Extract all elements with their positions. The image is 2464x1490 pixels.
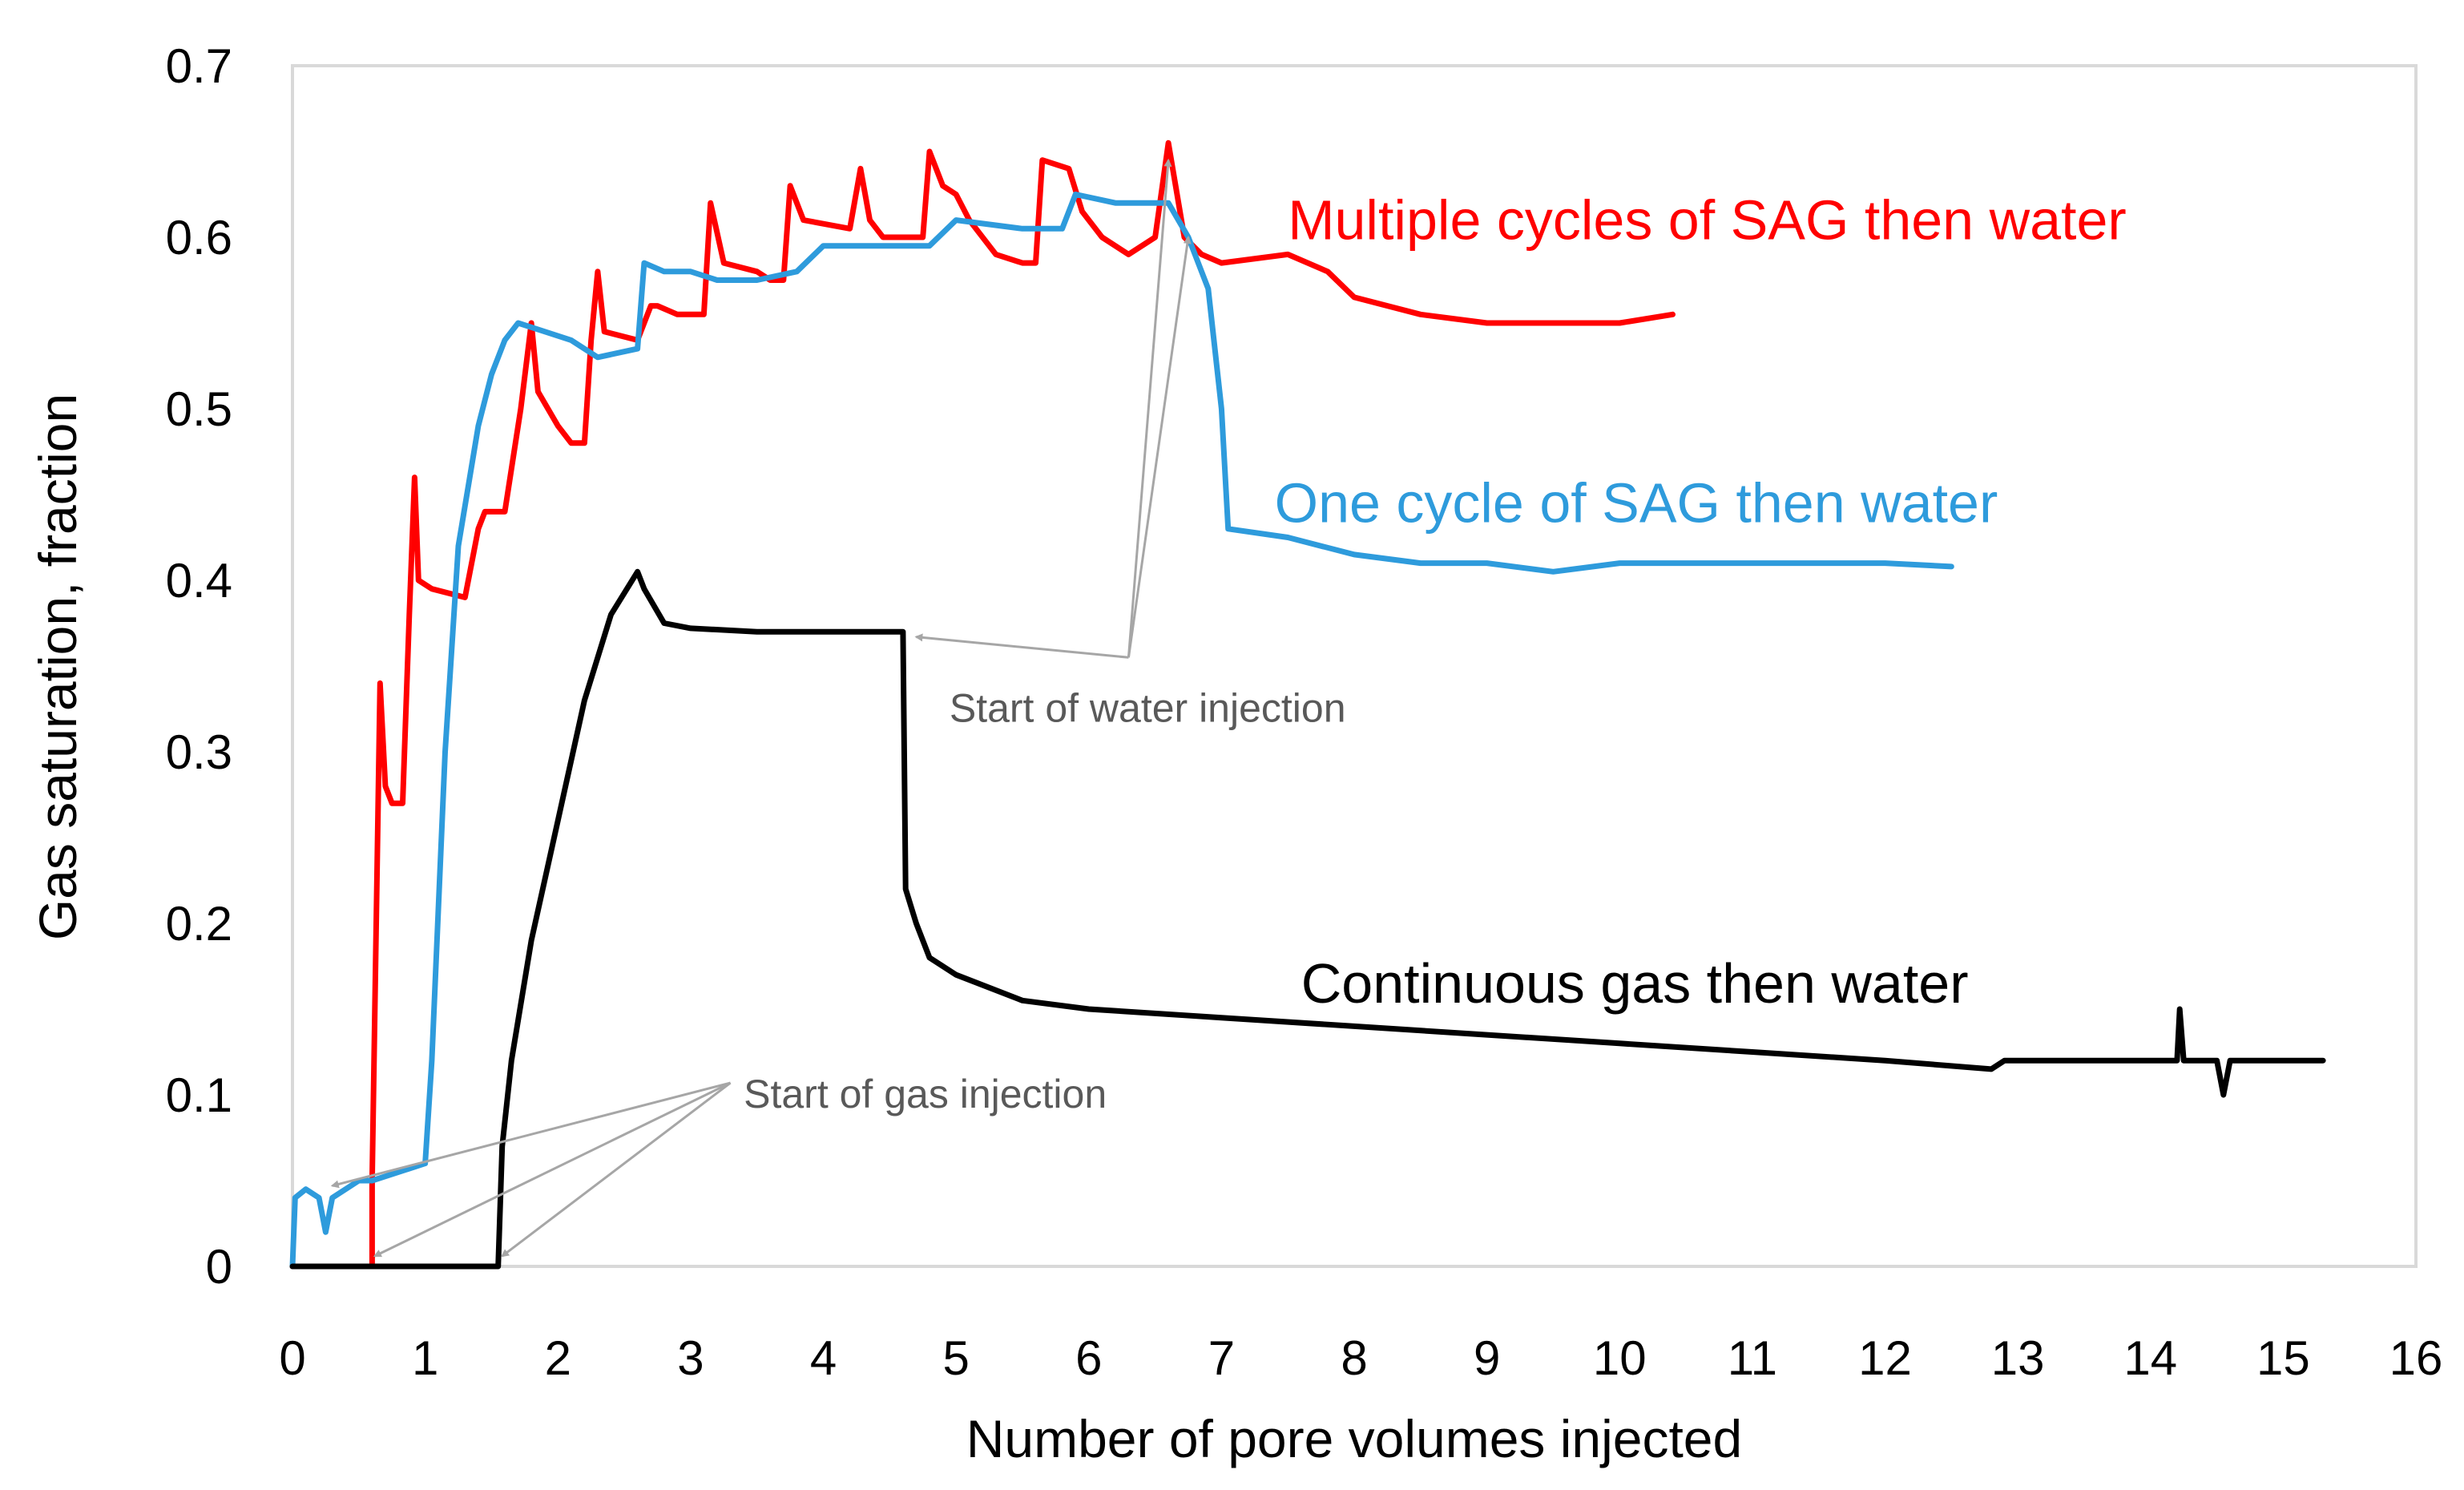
x-tick-label: 6 [1075, 1331, 1102, 1385]
annotation-label: Start of water injection [950, 686, 1346, 731]
y-tick-label: 0.3 [166, 725, 232, 779]
x-tick-label: 5 [942, 1331, 969, 1385]
annotation-arrow [1127, 236, 1192, 658]
x-tick-label: 12 [1858, 1331, 1912, 1385]
y-tick-label: 0.2 [166, 897, 232, 951]
series-label-continuous-gas-then-water: Continuous gas then water [1301, 952, 1969, 1015]
y-tick-label: 0.6 [166, 211, 232, 264]
y-axis-title: Gas saturation, fraction [28, 394, 87, 940]
y-tick-label: 0 [206, 1240, 232, 1294]
x-tick-label: 10 [1593, 1331, 1647, 1385]
annotation-arrow [914, 633, 1129, 659]
annotation-arrow [1127, 158, 1172, 658]
x-tick-label: 15 [2256, 1331, 2310, 1385]
x-tick-label: 9 [1474, 1331, 1500, 1385]
annotations: Start of water injection Start of gas inj… [330, 158, 1346, 1258]
x-tick-label: 1 [412, 1331, 438, 1385]
x-tick-label: 7 [1208, 1331, 1235, 1385]
x-tick-label: 2 [545, 1331, 571, 1385]
y-axis-ticks: 0 0.1 0.2 0.3 0.4 0.5 0.6 0.7 [166, 39, 232, 1294]
y-tick-label: 0.1 [166, 1068, 232, 1122]
x-tick-label: 11 [1728, 1331, 1777, 1385]
x-tick-label: 4 [810, 1331, 837, 1385]
x-tick-label: 3 [677, 1331, 704, 1385]
y-tick-label: 0.4 [166, 554, 232, 608]
x-tick-label: 0 [279, 1331, 305, 1385]
series-label-one-cycle-of-sag-then-water: One cycle of SAG then water [1275, 472, 1998, 535]
annotation-label: Start of gas injection [744, 1072, 1107, 1116]
series-line-continuous-gas-then-water [289, 568, 2326, 1270]
x-tick-label: 13 [1991, 1331, 2045, 1385]
y-tick-label: 0.5 [166, 382, 232, 436]
x-axis-title: Number of pore volumes injected [966, 1409, 1742, 1468]
plot-area [291, 64, 2418, 1268]
series-labels: Multiple cycles of SAG then water One cyc… [1275, 189, 2127, 1015]
annotation-arrow [373, 1081, 732, 1258]
x-tick-label: 14 [2123, 1331, 2177, 1385]
x-axis-ticks: 0 1 2 3 4 5 6 7 8 9 10 11 12 13 14 15 16 [279, 1331, 2442, 1385]
annotation-arrow [501, 1081, 732, 1258]
x-tick-label: 16 [2389, 1331, 2443, 1385]
x-tick-label: 8 [1341, 1331, 1367, 1385]
y-tick-label: 0.7 [166, 39, 232, 93]
series-label-multiple-cycles-of-sag-then-water: Multiple cycles of SAG then water [1288, 189, 2127, 252]
annotation-arrow [330, 1081, 731, 1189]
series-line-one-cycle-of-sag-then-water [289, 192, 1954, 1270]
